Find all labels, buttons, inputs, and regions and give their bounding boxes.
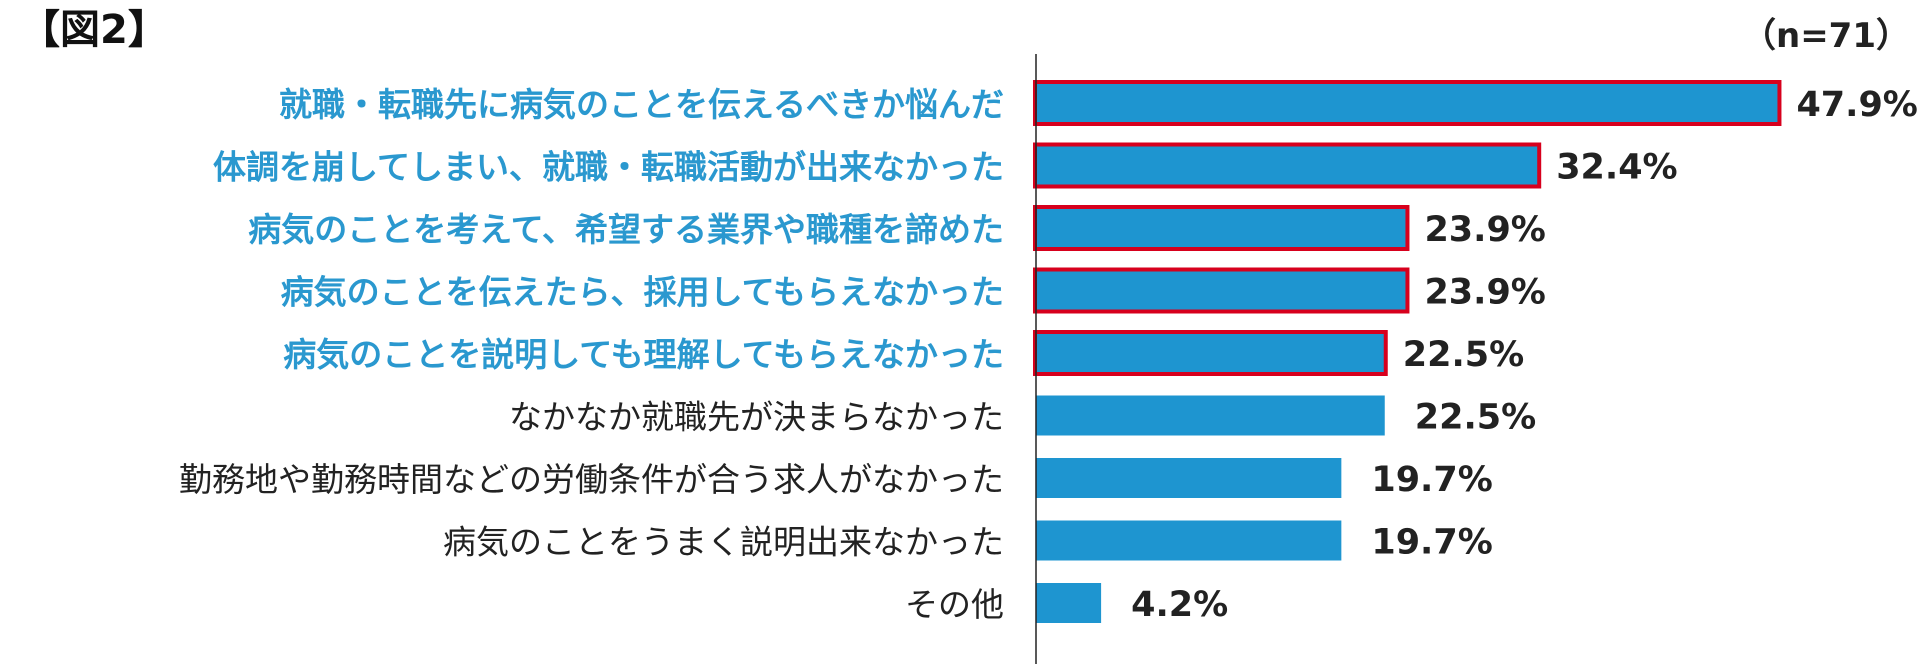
category-label-9: その他 (905, 585, 1004, 624)
value-label-6: 22.5% (1415, 398, 1536, 438)
value-label-1: 47.9% (1796, 85, 1917, 125)
category-label-2: 体調を崩してしまい、就職・転職活動が出来なかった (213, 148, 1004, 187)
highlight-frame-2 (1033, 142, 1542, 189)
figure-label: 【図2】 (20, 7, 168, 53)
value-label-4: 23.9% (1424, 273, 1545, 313)
value-label-8: 19.7% (1371, 523, 1492, 563)
bar-7 (1036, 458, 1342, 498)
value-label-9: 4.2% (1131, 585, 1228, 625)
value-label-3: 23.9% (1424, 210, 1545, 250)
bar-3 (1036, 208, 1407, 248)
category-label-3: 病気のことを考えて、希望する業界や職種を諦めた (248, 210, 1004, 249)
bar-6 (1036, 395, 1385, 436)
value-label-5: 22.5% (1403, 335, 1524, 375)
sample-size-label: （n=71） (1741, 16, 1910, 56)
category-label-5: 病気のことを説明しても理解してもらえなかった (283, 335, 1004, 374)
highlight-frame-1 (1033, 80, 1782, 126)
bar-8 (1036, 520, 1342, 561)
highlight-frame-4 (1033, 267, 1410, 314)
category-label-6: なかなか就職先が決まらなかった (509, 398, 1004, 437)
value-label-2: 32.4% (1556, 148, 1677, 188)
bar-4 (1036, 270, 1407, 311)
bar-1 (1036, 83, 1779, 123)
bar-5 (1036, 333, 1385, 373)
bar-2 (1036, 145, 1539, 186)
highlight-frame-3 (1033, 205, 1410, 251)
value-label-7: 19.7% (1371, 460, 1492, 500)
category-label-4: 病気のことを伝えたら、採用してもらえなかった (281, 273, 1004, 312)
highlight-frame-5 (1033, 330, 1388, 376)
category-label-8: 病気のことをうまく説明出来なかった (443, 523, 1004, 562)
bar-9 (1036, 583, 1102, 623)
category-label-1: 就職・転職先に病気のことを伝えるべきか悩んだ (279, 85, 1004, 124)
category-label-7: 勤務地や勤務時間などの労働条件が合う求人がなかった (179, 460, 1004, 499)
